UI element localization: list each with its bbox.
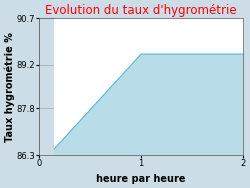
X-axis label: heure par heure: heure par heure <box>96 174 186 184</box>
Y-axis label: Taux hygrométrie %: Taux hygrométrie % <box>4 32 15 142</box>
Title: Evolution du taux d'hygrométrie: Evolution du taux d'hygrométrie <box>45 4 237 17</box>
